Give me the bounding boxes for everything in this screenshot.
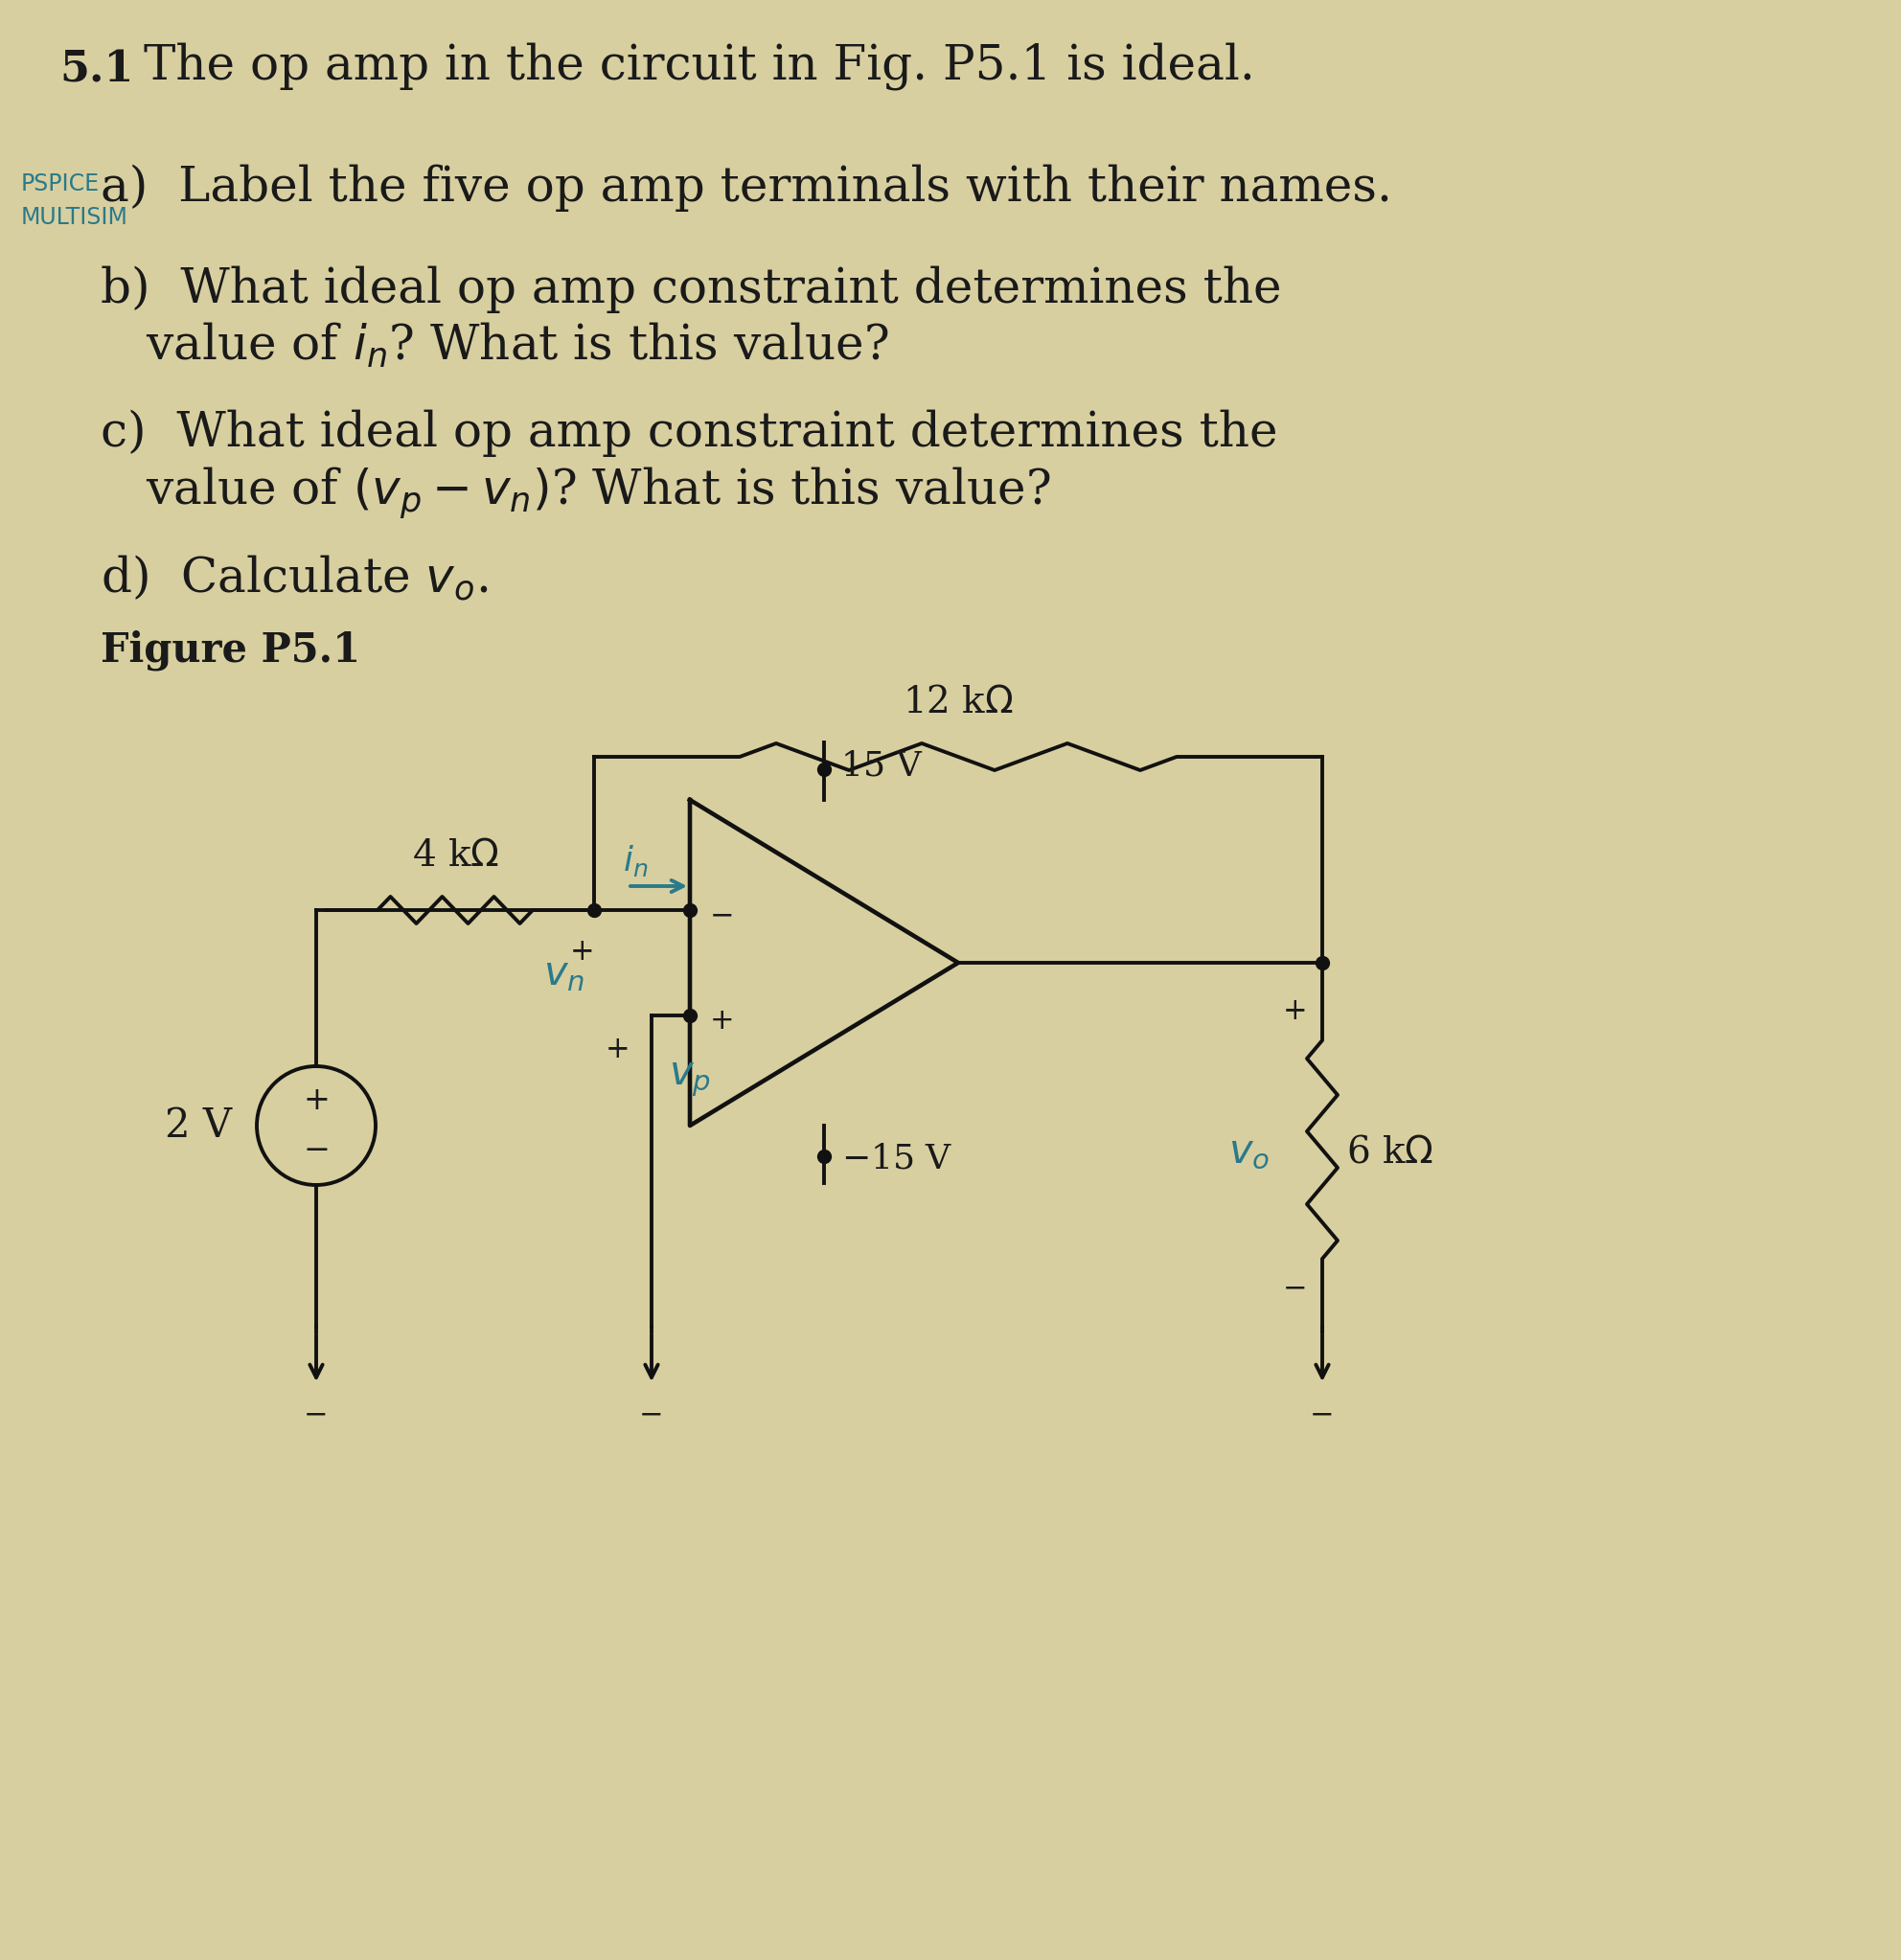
Text: −: − [1310, 1401, 1335, 1431]
Text: value of $(v_p - v_n)$? What is this value?: value of $(v_p - v_n)$? What is this val… [146, 466, 1051, 521]
Text: $i_n$: $i_n$ [624, 843, 648, 878]
Text: −: − [302, 1135, 329, 1166]
Text: $+$: $+$ [709, 1005, 732, 1035]
Text: +: + [606, 1035, 631, 1064]
Text: −: − [639, 1401, 663, 1431]
Text: d)  Calculate $v_o$.: d) Calculate $v_o$. [101, 555, 489, 604]
Text: MULTISIM: MULTISIM [21, 206, 127, 229]
Text: a)  Label the five op amp terminals with their names.: a) Label the five op amp terminals with … [101, 165, 1392, 212]
Text: The op amp in the circuit in Fig. P5.1 is ideal.: The op amp in the circuit in Fig. P5.1 i… [144, 43, 1255, 90]
Text: Figure P5.1: Figure P5.1 [101, 631, 361, 670]
Text: 6 k$\Omega$: 6 k$\Omega$ [1346, 1135, 1433, 1170]
Text: PSPICE: PSPICE [21, 172, 99, 196]
Text: $-$15 V: $-$15 V [842, 1143, 952, 1176]
Text: 15 V: 15 V [842, 751, 922, 782]
Text: $v_p$: $v_p$ [669, 1058, 711, 1100]
Text: 4 k$\Omega$: 4 k$\Omega$ [413, 839, 498, 874]
Text: 12 k$\Omega$: 12 k$\Omega$ [903, 684, 1013, 721]
Text: −: − [1283, 1274, 1308, 1303]
Text: −: − [304, 1401, 329, 1431]
Text: 2 V: 2 V [165, 1105, 232, 1147]
Text: c)  What ideal op amp constraint determines the: c) What ideal op amp constraint determin… [101, 410, 1277, 457]
Text: $v_o$: $v_o$ [1228, 1131, 1270, 1172]
Text: +: + [570, 937, 595, 966]
Text: value of $i_n$? What is this value?: value of $i_n$? What is this value? [146, 321, 888, 370]
Text: $v_n$: $v_n$ [544, 953, 584, 994]
Text: $-$: $-$ [709, 900, 732, 929]
Text: 5.1: 5.1 [59, 49, 133, 90]
Text: +: + [1283, 996, 1308, 1025]
Text: b)  What ideal op amp constraint determines the: b) What ideal op amp constraint determin… [101, 267, 1281, 314]
Text: +: + [302, 1086, 329, 1115]
